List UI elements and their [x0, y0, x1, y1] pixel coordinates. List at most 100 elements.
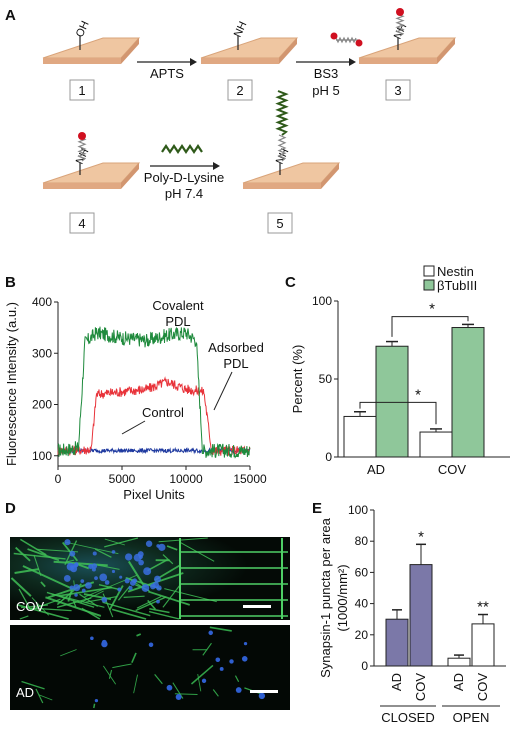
series-line-covalent-pdl [57, 326, 251, 459]
cov-neurite [13, 552, 66, 560]
reaction-arrow-head-3 [213, 162, 220, 170]
crosslinker-chain-4 [77, 136, 87, 162]
bar-closed-ad [385, 618, 409, 667]
crosslinker-nhs-end-3 [396, 8, 404, 16]
ad-neurite [174, 693, 198, 696]
cov-nucleus [69, 585, 74, 590]
cov-neurite [33, 554, 42, 577]
cov-neurite [162, 583, 182, 608]
cov-neurite [158, 537, 208, 543]
cov-neurite [147, 599, 156, 610]
ad-nucleus [201, 678, 207, 684]
bar-ad-nestin [343, 415, 377, 458]
x-tick-label: COV [413, 673, 428, 702]
ad-nucleus [166, 684, 173, 691]
cov-nucleus [119, 575, 123, 579]
legend-label-nestin: Nestin [437, 264, 474, 279]
cov-neurite [16, 603, 69, 620]
ad-nucleus [219, 667, 224, 671]
cov-neurite [19, 538, 47, 556]
cov-nucleus [91, 567, 96, 572]
y-tick-label: 80 [355, 534, 369, 548]
legend-swatch-nestin [423, 265, 435, 277]
ad-neurite [93, 703, 96, 709]
x-tick-label: COV [475, 673, 490, 702]
x-tick-label: 0 [55, 472, 62, 486]
ad-neurite [35, 688, 44, 704]
reagent-apts: APTS [150, 66, 184, 81]
cov-neurite [40, 581, 46, 588]
cov-neurite [104, 537, 139, 548]
ad-neurite-network [21, 626, 266, 709]
panel-e-label: E [312, 500, 322, 517]
ad-scale-bar [250, 690, 278, 693]
ad-neurite [102, 665, 117, 685]
cov-neurite-network [10, 537, 288, 620]
ad-nucleus [241, 656, 248, 662]
x-tick-label: AD [389, 673, 404, 691]
cov-neurite [19, 615, 29, 620]
cov-nucleus [124, 578, 130, 584]
x-tick-label: AD [451, 673, 466, 691]
panel-c-label: C [285, 274, 296, 291]
step-box-3 [385, 79, 411, 101]
x-tick-label: 10000 [169, 472, 203, 486]
cov-nucleus [104, 580, 110, 585]
crosslinker-chain-5 [277, 134, 287, 162]
pdl-chain-attached [275, 90, 289, 136]
cov-neurite [67, 589, 73, 602]
series-label-covalent: Covalent [152, 298, 204, 313]
cov-neurite [79, 590, 104, 604]
step-number-4: 4 [78, 216, 85, 231]
cov-neurite [72, 600, 77, 608]
cov-nucleus [156, 599, 160, 604]
ad-nucleus [175, 694, 182, 700]
series-label-covalent-pdl: PDL [165, 314, 190, 329]
ad-neurite [133, 674, 138, 694]
bar-open-ad [447, 657, 471, 667]
reaction-arrow-head-2 [349, 58, 356, 66]
cov-nucleus [143, 567, 152, 576]
cov-image-label: COV [16, 599, 45, 614]
cov-nucleus [141, 584, 150, 592]
cov-nucleus [81, 588, 86, 593]
control-pointer [121, 420, 146, 435]
cov-nucleus [85, 582, 92, 589]
ad-image-label: AD [16, 685, 34, 700]
cov-neurite [148, 590, 190, 606]
cov-nucleus [92, 551, 97, 556]
step-number-1: 1 [78, 83, 85, 98]
substrate-slab-side-2 [201, 58, 279, 64]
substrate-slab-end-1 [121, 38, 139, 64]
cov-neurite [51, 593, 105, 608]
y-tick-label: 100 [312, 294, 332, 308]
series-label-control: Control [142, 405, 184, 420]
bar-cov-btubiii [451, 327, 485, 458]
cov-nucleus [74, 593, 78, 597]
ad-neurite [38, 694, 53, 701]
cov-neurite [62, 541, 79, 562]
substrate-slab-side-5 [243, 183, 321, 189]
step-number-2: 2 [236, 83, 243, 98]
step-box-2 [227, 79, 253, 101]
ad-neurite [60, 649, 77, 657]
significance-marker: * [429, 300, 435, 317]
cov-neurite [149, 608, 170, 614]
surface-group-label-5: NH [274, 147, 292, 167]
cov-neurite [56, 597, 92, 608]
cov-neurite [148, 610, 180, 620]
cov-nucleus [158, 543, 166, 551]
cov-nucleus [138, 559, 144, 566]
reagent-pdl: Poly-D-Lysine [144, 170, 224, 185]
significance-marker: * [418, 528, 424, 545]
x-axis-title: Pixel Units [123, 487, 185, 502]
panel-b-label: B [5, 274, 16, 291]
y-axis-title: Percent (%) [290, 345, 305, 414]
cov-nucleus [138, 554, 143, 559]
cov-neurite [117, 585, 131, 601]
ad-nucleus [229, 659, 234, 664]
cov-neurite [127, 560, 146, 587]
ad-neurite [112, 663, 132, 669]
